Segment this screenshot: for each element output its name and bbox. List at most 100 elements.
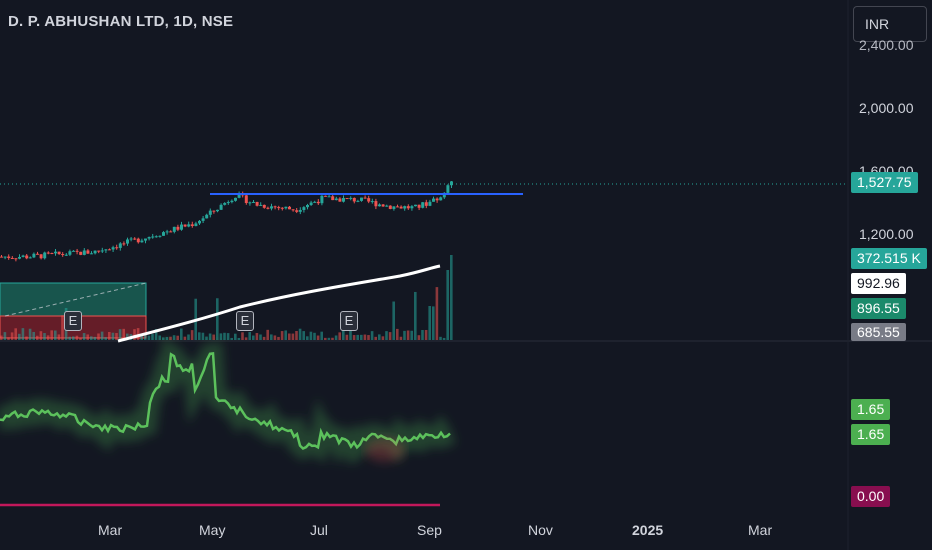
candle[interactable]: [338, 198, 342, 202]
candle[interactable]: [388, 205, 392, 209]
candle[interactable]: [255, 201, 259, 206]
candle[interactable]: [277, 207, 281, 209]
candle[interactable]: [151, 236, 155, 238]
candle[interactable]: [356, 200, 360, 202]
candle[interactable]: [374, 201, 378, 207]
candle[interactable]: [450, 181, 453, 186]
candle[interactable]: [399, 206, 403, 209]
candle[interactable]: [262, 204, 266, 208]
candle[interactable]: [234, 197, 237, 201]
candle[interactable]: [280, 207, 284, 209]
candle[interactable]: [392, 206, 396, 209]
candle[interactable]: [169, 231, 173, 233]
candle[interactable]: [111, 247, 115, 250]
candle[interactable]: [367, 198, 371, 202]
candle[interactable]: [90, 253, 93, 255]
candle[interactable]: [432, 198, 435, 202]
candle[interactable]: [223, 203, 227, 205]
candle[interactable]: [115, 247, 119, 249]
candle[interactable]: [342, 198, 345, 202]
candle[interactable]: [410, 206, 414, 209]
candle[interactable]: [129, 238, 133, 240]
candle[interactable]: [421, 202, 425, 208]
candle[interactable]: [216, 209, 219, 212]
candle[interactable]: [288, 206, 291, 210]
candle[interactable]: [100, 250, 104, 252]
candle[interactable]: [75, 250, 79, 252]
candle[interactable]: [327, 196, 331, 198]
candle[interactable]: [61, 254, 65, 256]
candle[interactable]: [428, 201, 432, 206]
candle[interactable]: [39, 254, 43, 259]
candle[interactable]: [7, 256, 11, 258]
candle[interactable]: [352, 197, 356, 202]
symbol-title[interactable]: D. P. ABHUSHAN LTD, 1D, NSE: [8, 13, 234, 30]
candle[interactable]: [237, 193, 241, 198]
candle[interactable]: [57, 251, 61, 255]
candle[interactable]: [176, 226, 180, 230]
candle[interactable]: [345, 198, 349, 200]
candle[interactable]: [270, 206, 273, 209]
candle[interactable]: [194, 223, 198, 227]
candle[interactable]: [28, 257, 32, 259]
candle[interactable]: [50, 253, 54, 255]
candle[interactable]: [396, 206, 399, 208]
candle[interactable]: [144, 238, 147, 241]
earnings-marker[interactable]: E: [236, 311, 254, 331]
candle[interactable]: [403, 206, 407, 209]
candle[interactable]: [446, 185, 450, 193]
candle[interactable]: [205, 214, 209, 219]
candle[interactable]: [414, 204, 417, 207]
candle[interactable]: [180, 224, 183, 230]
candle[interactable]: [252, 201, 255, 203]
candle[interactable]: [108, 249, 111, 251]
indicator-line[interactable]: [0, 351, 451, 450]
candle[interactable]: [43, 252, 47, 259]
candle[interactable]: [201, 218, 205, 221]
candle[interactable]: [309, 202, 313, 205]
candle[interactable]: [46, 252, 50, 254]
candle[interactable]: [363, 197, 367, 199]
candle[interactable]: [248, 202, 252, 204]
candle[interactable]: [198, 220, 201, 224]
candle[interactable]: [295, 210, 299, 212]
candle[interactable]: [324, 195, 327, 197]
candle[interactable]: [10, 257, 14, 259]
candle[interactable]: [334, 198, 338, 201]
candle[interactable]: [93, 250, 97, 254]
candle[interactable]: [64, 254, 68, 256]
candle[interactable]: [3, 256, 7, 258]
candle[interactable]: [104, 249, 108, 251]
candle[interactable]: [378, 204, 381, 207]
candle[interactable]: [230, 200, 234, 203]
candle[interactable]: [36, 253, 39, 255]
candle[interactable]: [273, 206, 277, 208]
candle[interactable]: [68, 251, 72, 255]
candle[interactable]: [208, 210, 212, 215]
candle[interactable]: [118, 243, 122, 248]
candle[interactable]: [122, 243, 126, 245]
candle[interactable]: [136, 238, 140, 243]
candle[interactable]: [302, 207, 306, 210]
candle[interactable]: [439, 197, 443, 201]
candle[interactable]: [219, 204, 223, 210]
candle[interactable]: [165, 231, 169, 233]
candle[interactable]: [162, 232, 165, 236]
candle[interactable]: [349, 197, 353, 199]
earnings-marker[interactable]: E: [340, 311, 358, 331]
candle[interactable]: [82, 250, 86, 255]
candle[interactable]: [158, 235, 162, 237]
candle[interactable]: [381, 204, 385, 207]
candle[interactable]: [133, 238, 137, 240]
moving-average-line[interactable]: [117, 264, 441, 343]
candle[interactable]: [72, 250, 75, 252]
candle[interactable]: [14, 258, 18, 260]
candle[interactable]: [18, 256, 21, 259]
candle[interactable]: [172, 226, 176, 232]
candle[interactable]: [360, 197, 363, 201]
candle[interactable]: [385, 205, 389, 207]
candle[interactable]: [424, 202, 428, 206]
candle[interactable]: [406, 206, 410, 209]
candle[interactable]: [212, 210, 216, 212]
